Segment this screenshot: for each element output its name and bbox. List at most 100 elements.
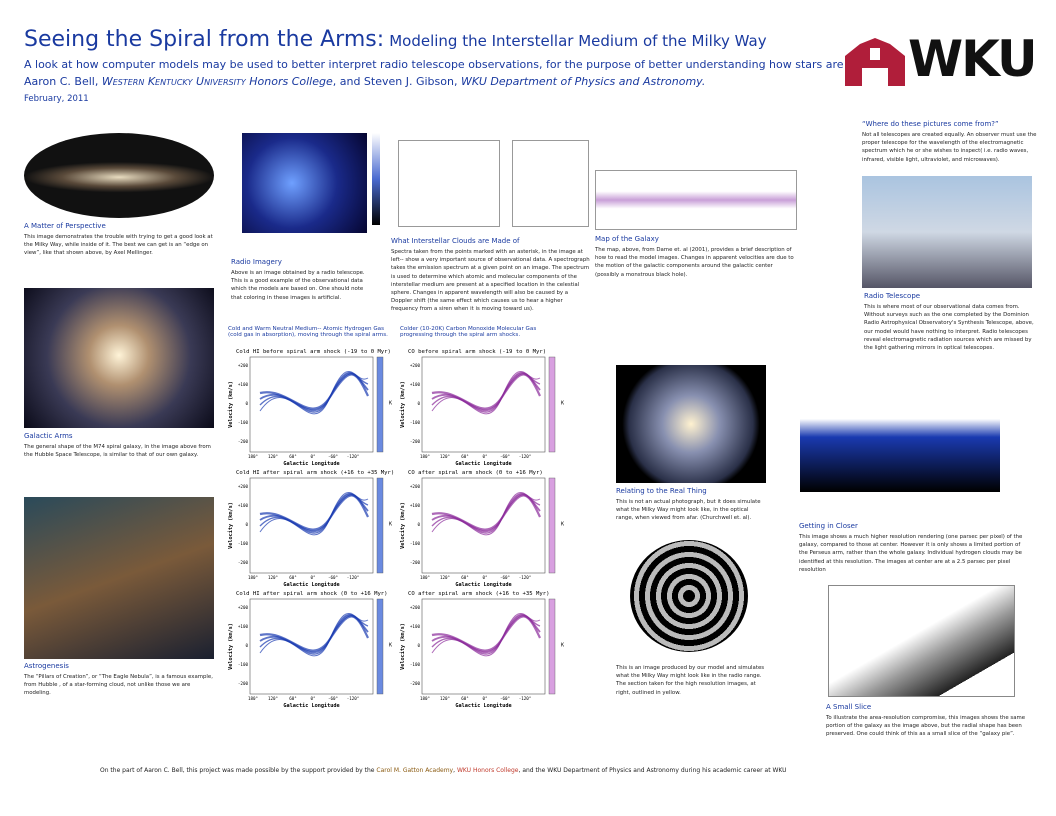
section-heading: A Small Slice: [826, 703, 872, 711]
radio-telescope-photo: [862, 176, 1032, 288]
panel-frame: [421, 356, 546, 453]
x-tick-label: 120°: [440, 696, 450, 701]
panel-frame: [421, 477, 546, 574]
colorbar-unit: K: [389, 401, 392, 407]
colorbar: [376, 598, 384, 695]
emission-curve: [259, 613, 369, 657]
x-axis-label: Galactic Longitude: [455, 461, 511, 467]
x-tick-label: -60°: [328, 696, 338, 701]
y-tick-label: +200: [410, 484, 421, 489]
y-axis-label: Velocity (km/s): [228, 381, 234, 428]
date: February, 2011: [24, 94, 89, 104]
y-tick-label: +200: [410, 363, 421, 368]
y-tick-label: +100: [410, 624, 421, 629]
x-axis-label: Galactic Longitude: [283, 582, 339, 588]
y-tick-label: -100: [410, 420, 421, 425]
section-body: Above is an image obtained by a radio te…: [231, 270, 365, 301]
y-tick-label: 0: [245, 401, 248, 406]
footer: On the part of Aaron C. Bell, this proje…: [100, 767, 787, 774]
affiliation: WKU Department of Physics and Astronomy.: [460, 75, 706, 88]
column-heading: Colder (10-20K) Carbon Monoxide Molecula…: [400, 326, 537, 338]
x-tick-label: 60°: [461, 454, 469, 459]
panel-title: Cold HI before spiral arm shock (-19 to …: [236, 349, 391, 355]
y-tick-label: +200: [238, 363, 249, 368]
panel-frame: [249, 598, 374, 695]
title-sub: Modeling the Interstellar Medium of the …: [389, 32, 767, 50]
y-tick-label: +200: [410, 605, 421, 610]
y-tick-label: +100: [238, 382, 249, 387]
y-tick-label: -200: [410, 560, 421, 565]
x-tick-label: 0°: [310, 454, 315, 459]
section-body: This is where most of our observational …: [864, 304, 1034, 352]
model-spiral: [630, 540, 748, 652]
column-heading: Cold and Warm Neutral Medium-- Atomic Hy…: [228, 326, 388, 338]
emission-curve: [431, 371, 541, 415]
section-body: This image shows a much higher resolutio…: [799, 534, 1023, 573]
m74-photo: [24, 288, 214, 428]
y-tick-label: -200: [238, 681, 249, 686]
x-tick-label: 0°: [310, 575, 315, 580]
x-tick-label: -120°: [519, 696, 532, 701]
radio-image: [242, 133, 367, 233]
title-line: Seeing the Spiral from the Arms: Modelin…: [24, 27, 767, 52]
x-tick-label: -60°: [500, 575, 510, 580]
x-tick-label: 180°: [248, 696, 258, 701]
section-heading: Getting in Closer: [799, 522, 858, 530]
x-axis-label: Galactic Longitude: [283, 461, 339, 467]
x-tick-label: 120°: [440, 575, 450, 580]
y-axis-label: Velocity (km/s): [400, 502, 406, 549]
y-tick-label: -200: [410, 681, 421, 686]
x-tick-label: -120°: [347, 575, 360, 580]
panel-title: CO after spiral arm shock (0 to +16 Myr): [408, 470, 543, 476]
section-body: This image demonstrates the trouble with…: [24, 234, 213, 257]
x-tick-label: 120°: [440, 454, 450, 459]
panel-title: CO before spiral arm shock (-19 to 0 Myr…: [408, 349, 546, 355]
x-tick-label: 180°: [420, 575, 430, 580]
y-tick-label: +100: [238, 503, 249, 508]
x-tick-label: 120°: [268, 696, 278, 701]
x-axis-label: Galactic Longitude: [455, 582, 511, 588]
x-tick-label: 60°: [289, 454, 297, 459]
section-body: The general shape of the M74 spiral gala…: [24, 444, 211, 459]
colorbar: [548, 477, 556, 574]
panel-title: Cold HI after spiral arm shock (0 to +16…: [236, 591, 388, 597]
emission-curve: [259, 371, 369, 415]
y-axis-label: Velocity (km/s): [228, 502, 234, 549]
x-tick-label: -60°: [500, 454, 510, 459]
milky-way-art: [616, 365, 766, 483]
footer-text: , and the WKU Department of Physics and …: [518, 767, 787, 774]
footer-link: WKU Honors College: [456, 767, 519, 774]
spectrum-plot: [512, 140, 589, 227]
y-axis-label: Velocity (km/s): [228, 623, 234, 670]
x-tick-label: -120°: [347, 454, 360, 459]
colorbar: [372, 133, 380, 225]
y-tick-label: -100: [238, 420, 249, 425]
section-body: The map, above, from Dame et. al (2001),…: [595, 247, 794, 278]
x-tick-label: -60°: [500, 696, 510, 701]
high-res-image: [800, 370, 1000, 492]
title: Seeing the Spiral from the Arms:: [24, 27, 385, 52]
section-heading: Radio Telescope: [864, 292, 921, 300]
x-tick-label: -60°: [328, 575, 338, 580]
colorbar: [376, 356, 384, 453]
y-tick-label: 0: [245, 522, 248, 527]
y-tick-label: -200: [410, 439, 421, 444]
colorbar-unit: K: [561, 401, 564, 407]
section-body: Spectra taken from the points marked wit…: [391, 249, 590, 313]
section-heading: What Interstellar Clouds are Made of: [391, 237, 520, 245]
colorbar: [548, 356, 556, 453]
y-tick-label: 0: [417, 522, 420, 527]
x-tick-label: 180°: [248, 454, 258, 459]
colorbar-unit: K: [561, 522, 564, 528]
y-tick-label: -100: [238, 541, 249, 546]
y-tick-label: +100: [410, 503, 421, 508]
y-tick-label: +200: [238, 484, 249, 489]
slice-image: [828, 585, 1015, 697]
x-axis-label: Galactic Longitude: [455, 703, 511, 709]
x-tick-label: 60°: [289, 696, 297, 701]
y-tick-label: -100: [238, 662, 249, 667]
panel-title: CO after spiral arm shock (+16 to +35 My…: [408, 591, 549, 597]
footer-text: On the part of Aaron C. Bell, this proje…: [100, 767, 377, 774]
